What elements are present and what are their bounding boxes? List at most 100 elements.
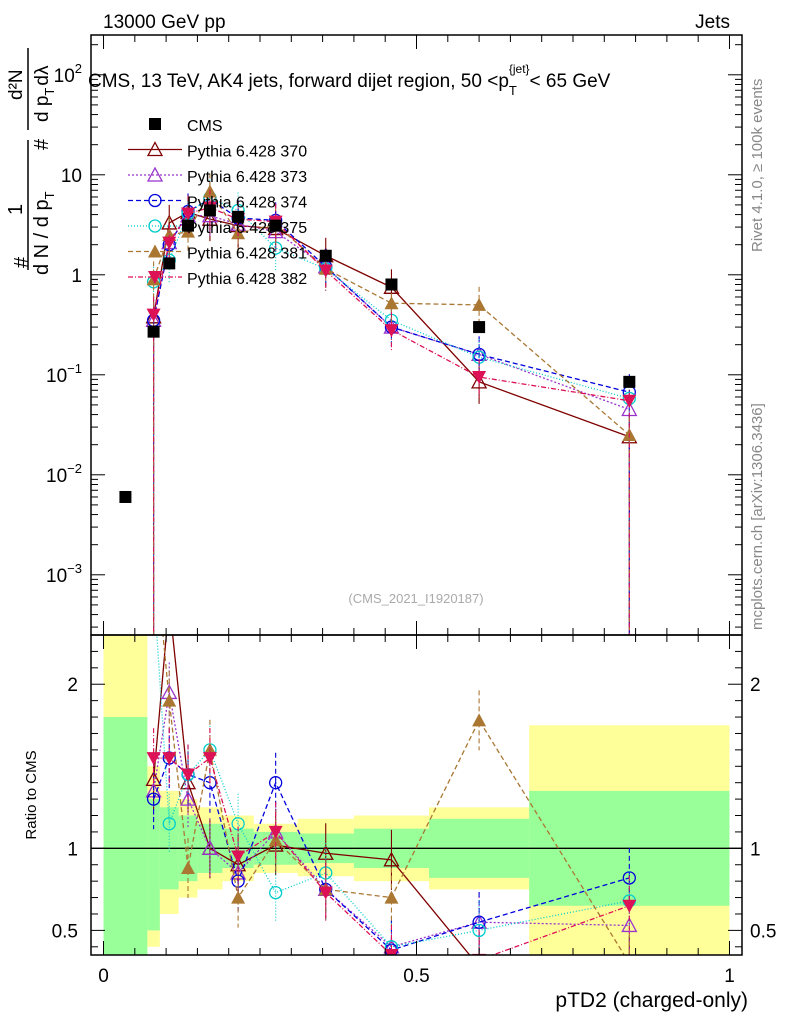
legend-label: CMS [187, 118, 223, 135]
ratio-point [146, 752, 161, 766]
ratio-ylabel: Ratio to CMS [23, 750, 40, 839]
xlabel: pTD2 (charged-only) [555, 989, 748, 1012]
y-tick-label: 10−2 [46, 461, 82, 487]
ratio-point [472, 953, 487, 955]
ratio-point [472, 923, 486, 938]
y-tick-label: 10−3 [46, 561, 82, 587]
ratio-point [384, 949, 399, 955]
svg-text:#: # [31, 138, 53, 150]
cms-point [182, 219, 195, 232]
mcplots-label: mcplots.cern.ch [arXiv:1306.3436] [749, 403, 766, 630]
ratio-band-inner [103, 717, 148, 955]
ratio-line [152, 756, 630, 951]
cms-point [319, 249, 332, 262]
legend-marker [148, 244, 162, 258]
data-point [472, 371, 487, 385]
series-line [153, 196, 630, 400]
ratio-point [162, 817, 176, 831]
svg-text:d pTdλ: d pTdλ [32, 65, 57, 122]
ratio-point [268, 825, 283, 839]
ratio-point [201, 839, 219, 855]
ratio-point [179, 790, 197, 806]
cms-point [385, 278, 398, 291]
legend-label: Pythia 6.428 370 [187, 144, 307, 161]
ratio-point [181, 861, 196, 875]
ratio-point [384, 890, 399, 904]
cms-point [232, 210, 245, 223]
ratio-tick-label-left: 2 [67, 675, 78, 696]
svg-text:1: 1 [5, 204, 27, 215]
data-point [472, 297, 487, 311]
ratio-series-5 [146, 728, 637, 955]
ratio-point [231, 890, 246, 904]
ratio-tick-label-left: 0.5 [52, 921, 78, 942]
data-point [162, 236, 177, 250]
series-4 [146, 173, 637, 635]
ratio-point [622, 899, 637, 913]
ratio-point [269, 885, 283, 900]
legend-entry: Pythia 6.428 375 [128, 219, 307, 237]
cms-point [147, 325, 160, 338]
ratio-plot-area [145, 595, 638, 972]
ratio-point [383, 851, 400, 867]
series-line [152, 206, 630, 402]
ratio-tick-label-right: 0.5 [750, 921, 776, 942]
axes: 0 0.5 1 10−3 10−2 10−1 1 10 102 0.5 0.5 1 1 2 2 [46, 34, 776, 987]
main-ylabel: # 1 d N / d pT # d²N d pTdλ [5, 48, 57, 275]
cms-point [269, 219, 282, 232]
ratio-point [162, 595, 176, 608]
ratio-point [231, 850, 246, 864]
series-line [152, 211, 630, 438]
data-point [201, 210, 219, 226]
svg-text:d²N: d²N [6, 69, 27, 100]
x-tick-label: 1 [724, 966, 735, 987]
x-tick-label: 0.5 [403, 966, 429, 987]
y-tick-label: 10−1 [46, 361, 82, 387]
ratio-line [156, 635, 630, 948]
cms-point [203, 204, 216, 217]
data-point [622, 394, 637, 408]
data-point [146, 308, 161, 322]
legend-marker [148, 219, 162, 233]
ratio-series-4 [162, 635, 630, 955]
ratio-point [162, 752, 177, 766]
y-tick-label: 10 [61, 166, 82, 187]
series-line [152, 190, 630, 436]
ratio-line [152, 635, 471, 955]
legend-marker [148, 193, 162, 208]
header-right: Jets [695, 12, 730, 33]
series-1 [145, 197, 638, 635]
data-point [384, 296, 399, 310]
cms-point [119, 490, 132, 503]
data-point [384, 324, 399, 338]
legend-marker [146, 141, 164, 157]
ratio-point [202, 752, 217, 766]
svg-text:d N / d pT: d N / d pT [31, 191, 57, 275]
rivet-label: Rivet 4.1.0, ≥ 100k events [749, 79, 766, 252]
legend-entry: Pythia 6.428 373 [128, 166, 307, 186]
watermark: (CMS_2021_I1920187) [348, 591, 483, 606]
svg-text:#: # [11, 256, 33, 268]
legend-marker [149, 118, 161, 130]
legend-label: Pythia 6.428 375 [187, 220, 307, 237]
data-point [318, 264, 333, 278]
main-plot-area [119, 173, 638, 635]
y-tick-label: 102 [54, 61, 82, 87]
cms-point [163, 257, 176, 270]
ratio-point [146, 792, 161, 806]
ratio-point [622, 959, 636, 972]
ratio-tick-label-left: 1 [67, 839, 78, 860]
ratio-line [153, 756, 630, 955]
legend-marker [146, 166, 164, 182]
ratio-point [162, 693, 177, 707]
chart-title: CMS, 13 TeV, AK4 jets, forward dijet reg… [88, 62, 611, 98]
ratio-point [621, 917, 638, 933]
ratio-uncertainty-bands [91, 635, 742, 955]
ratio-point [317, 844, 334, 860]
ratio-point [472, 959, 486, 972]
legend-entry: Pythia 6.428 370 [128, 141, 307, 161]
cms-point [623, 375, 636, 388]
legend-label: Pythia 6.428 382 [187, 271, 307, 288]
ratio-point [318, 886, 333, 900]
